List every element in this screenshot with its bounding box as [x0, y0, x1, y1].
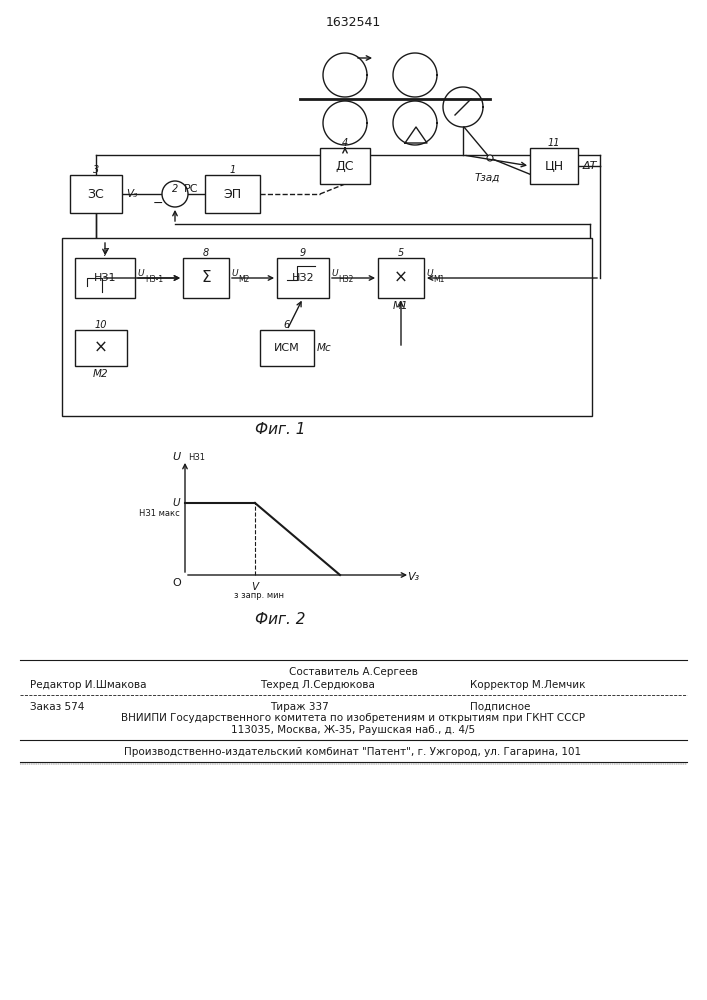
Text: Подписное: Подписное [470, 702, 530, 712]
Text: Σ: Σ [201, 270, 211, 286]
Text: U: U [137, 268, 144, 277]
Bar [183, 258, 229, 298]
Text: 7: 7 [102, 248, 108, 258]
Text: 3: 3 [93, 165, 99, 175]
Text: НЗ1 макс: НЗ1 макс [139, 508, 180, 518]
Text: М1: М1 [433, 274, 445, 284]
Text: U: U [172, 452, 180, 462]
Text: U: U [426, 268, 433, 277]
Text: М2: М2 [238, 274, 250, 284]
Bar [320, 148, 370, 184]
Text: 4: 4 [342, 138, 348, 148]
Text: ВНИИПИ Государственного комитета по изобретениям и открытиям при ГКНТ СССР: ВНИИПИ Государственного комитета по изоб… [121, 713, 585, 723]
Text: Заказ 574: Заказ 574 [30, 702, 84, 712]
Text: ЦН: ЦН [544, 159, 563, 172]
Text: Техред Л.Сердюкова: Техред Л.Сердюкова [260, 680, 375, 690]
Text: U: U [231, 268, 238, 277]
Text: НЗ1: НЗ1 [188, 452, 205, 462]
Text: Фиг. 1: Фиг. 1 [255, 422, 305, 438]
Text: Тираж 337: Тираж 337 [270, 702, 329, 712]
Text: ДС: ДС [336, 159, 354, 172]
Text: V: V [252, 582, 259, 592]
Circle shape [162, 181, 188, 207]
Text: 11: 11 [548, 138, 560, 148]
Text: 113035, Москва, Ж-35, Раушская наб., д. 4/5: 113035, Москва, Ж-35, Раушская наб., д. … [231, 725, 475, 735]
Text: 5: 5 [398, 248, 404, 258]
Text: 6: 6 [284, 320, 290, 330]
Bar [75, 330, 127, 366]
Text: ЭП: ЭП [223, 188, 242, 200]
Text: з запр. мин: з запр. мин [234, 590, 284, 599]
Bar [70, 175, 122, 213]
Text: НЗ-1: НЗ-1 [145, 274, 163, 284]
Text: Корректор М.Лемчик: Корректор М.Лемчик [470, 680, 585, 690]
Bar [75, 258, 135, 298]
Text: Тзад: Тзад [474, 173, 500, 183]
Text: ×: × [394, 269, 408, 287]
Text: ЗС: ЗС [88, 188, 105, 200]
Text: Редактор И.Шмакова: Редактор И.Шмакова [30, 680, 146, 690]
Text: O: O [173, 578, 182, 588]
Text: Производственно-издательский комбинат "Патент", г. Ужгород, ул. Гагарина, 101: Производственно-издательский комбинат "П… [124, 747, 582, 757]
Text: Мс: Мс [317, 343, 332, 353]
Text: НЗ2: НЗ2 [338, 274, 354, 284]
Text: Составитель А.Сергеев: Составитель А.Сергеев [288, 667, 417, 677]
Text: 8: 8 [203, 248, 209, 258]
Bar [378, 258, 424, 298]
Text: ×: × [94, 339, 108, 357]
Bar [277, 258, 329, 298]
Text: 10: 10 [95, 320, 107, 330]
Text: 1632541: 1632541 [325, 15, 380, 28]
Text: 9: 9 [300, 248, 306, 258]
Text: М2: М2 [93, 369, 109, 379]
Text: РС: РС [184, 184, 198, 194]
Text: U: U [173, 498, 180, 508]
Circle shape [487, 155, 493, 161]
Text: ИСМ: ИСМ [274, 343, 300, 353]
Text: НЗ2: НЗ2 [292, 273, 315, 283]
Bar [205, 175, 260, 213]
Bar [260, 330, 314, 366]
Text: НЗ1: НЗ1 [94, 273, 116, 283]
Text: 2: 2 [172, 184, 178, 194]
Bar [62, 238, 592, 416]
Text: V₃: V₃ [126, 189, 137, 199]
Text: Фиг. 2: Фиг. 2 [255, 612, 305, 628]
Text: 1: 1 [229, 165, 235, 175]
Text: ΔT: ΔT [583, 161, 597, 171]
Bar [530, 148, 578, 184]
Text: U: U [331, 268, 338, 277]
Text: М1: М1 [393, 301, 409, 311]
Text: −: − [153, 196, 163, 210]
Text: V₃: V₃ [407, 572, 419, 582]
